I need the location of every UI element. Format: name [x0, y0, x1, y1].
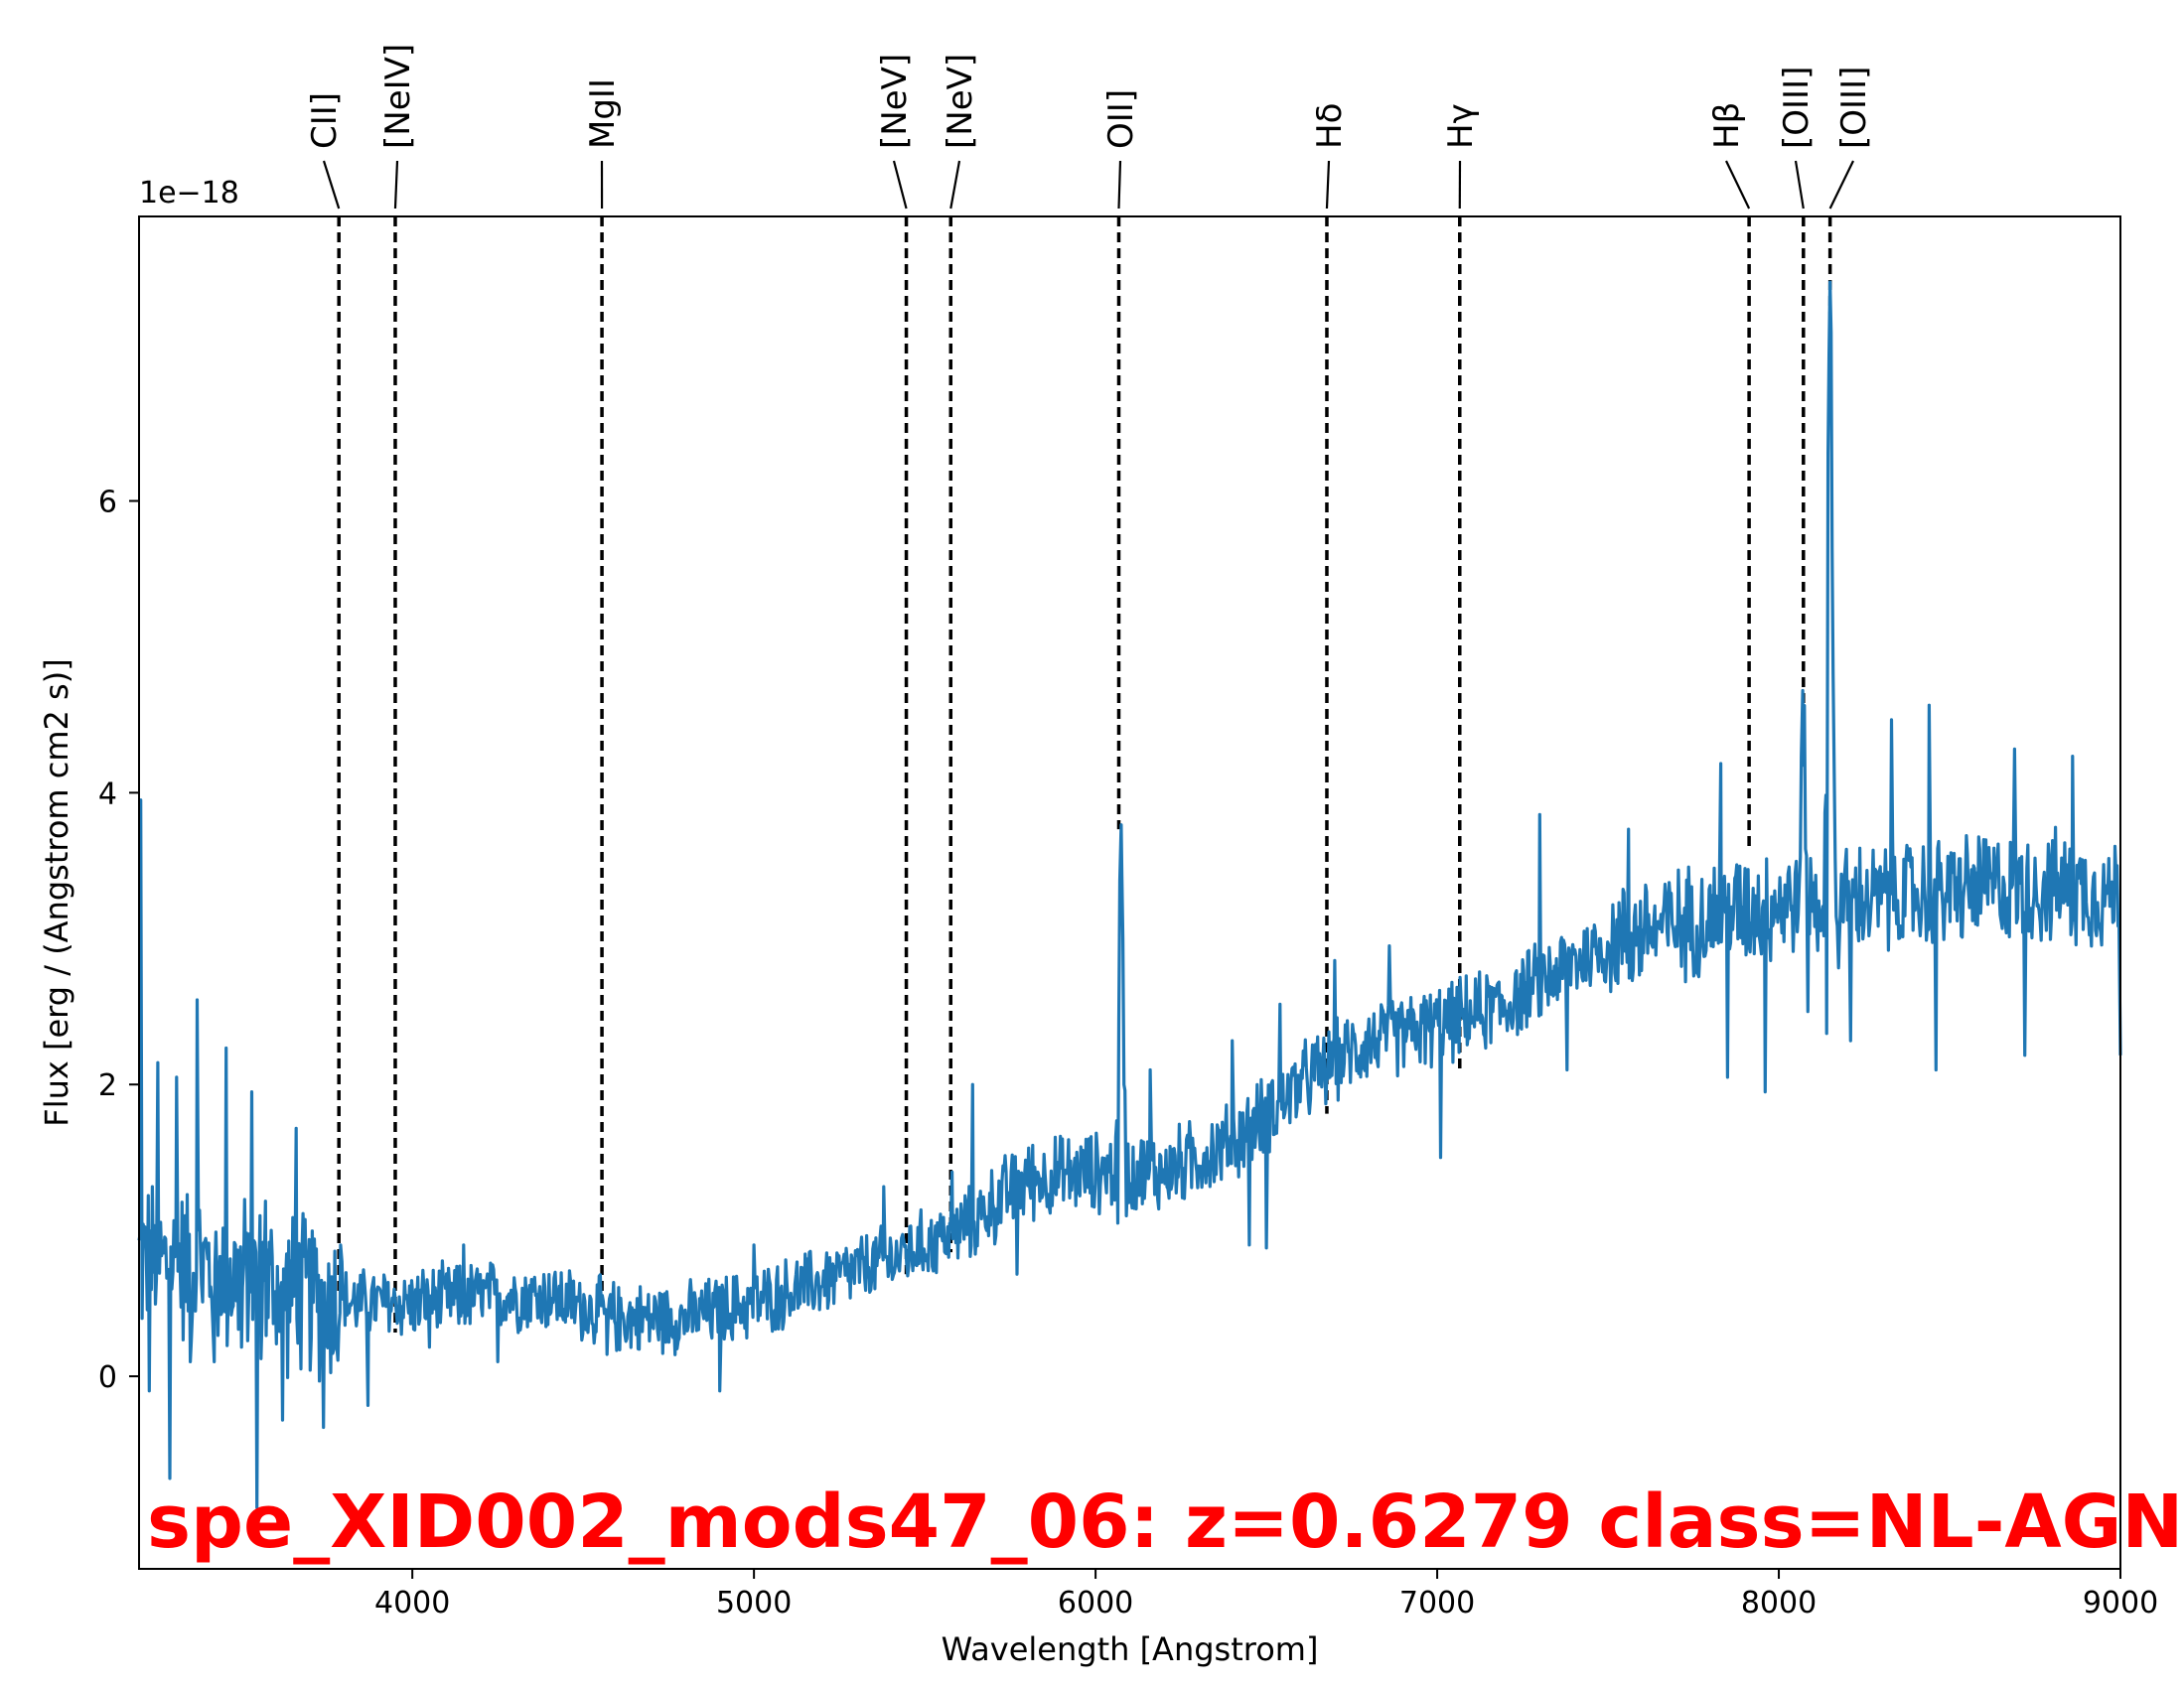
- line-label-1: [NeIV]: [378, 44, 418, 149]
- labels-layer: CII] [NeIV] MgII [NeV] [NeV] OII] Hδ Hγ Hβ [OIII]…: [305, 44, 1874, 210]
- x-tick-label-4: 8000: [1741, 1586, 1817, 1620]
- x-tick-label-0: 4000: [374, 1586, 450, 1620]
- y-axis-label: Flux [erg / (Angstrom cm2 s)]: [38, 658, 75, 1126]
- axes-frame: [138, 215, 2121, 1570]
- line-label-0: CII]: [305, 92, 345, 149]
- line-label-6: Hδ: [1310, 103, 1350, 149]
- y-tick-label-0: 0: [98, 1360, 117, 1395]
- line-label-4: [NeV]: [941, 54, 980, 149]
- emission-line-markers: [337, 216, 1832, 1333]
- line-label-3: [NeV]: [875, 54, 915, 149]
- axes-layer: 4000 5000 6000 7000 8000 9000 0 2 4 6: [98, 215, 2158, 1620]
- line-leader-9: [1794, 160, 1805, 210]
- x-tick-label-1: 5000: [716, 1586, 792, 1620]
- line-label-5: OII]: [1101, 89, 1141, 149]
- line-label-2: MgII: [583, 78, 623, 149]
- x-tick-label-2: 6000: [1058, 1586, 1133, 1620]
- y-tick-label-3: 6: [98, 486, 117, 520]
- x-axis-label: Wavelength [Angstrom]: [942, 1630, 1319, 1668]
- line-label-10: [OIII]: [1834, 67, 1874, 149]
- line-leader-10: [1828, 160, 1854, 210]
- line-leader-8: [1725, 160, 1751, 210]
- line-leader-1: [393, 160, 399, 210]
- x-tick-label-5: 9000: [2083, 1586, 2158, 1620]
- line-label-7: Hγ: [1441, 103, 1481, 149]
- line-label-8: Hβ: [1707, 102, 1747, 149]
- chart-annotation: spe_XID002_mods47_06: z=0.6279 class=NL-…: [147, 1479, 2183, 1565]
- x-tick-label-3: 7000: [1399, 1586, 1475, 1620]
- y-tick-label-2: 4: [98, 776, 117, 811]
- line-leader-6: [1325, 160, 1331, 210]
- series-layer: [137, 280, 2122, 1509]
- y-tick-label-1: 2: [98, 1068, 117, 1103]
- series-line-0: [137, 280, 2122, 1509]
- line-label-9: [OIII]: [1777, 67, 1817, 149]
- line-leader-4: [949, 160, 961, 210]
- line-leader-0: [322, 160, 341, 210]
- y-axis-offset-label: 1e−18: [139, 176, 239, 211]
- line-leader-3: [892, 160, 908, 210]
- line-leader-5: [1117, 160, 1122, 210]
